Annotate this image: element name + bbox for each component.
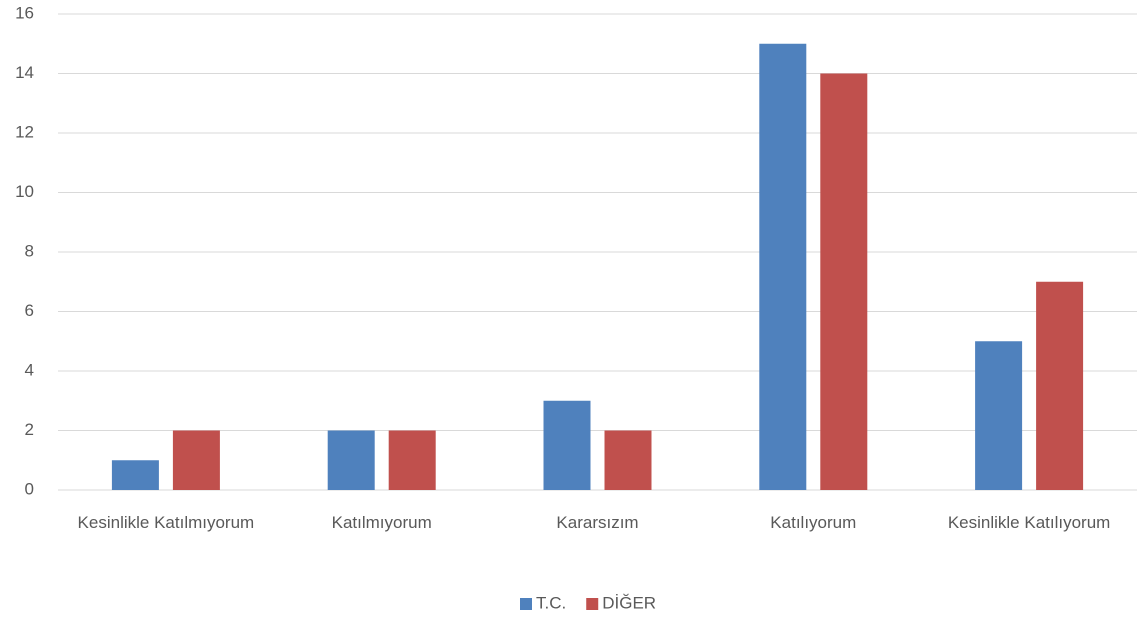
legend-swatch: [520, 598, 532, 610]
bar: [1036, 281, 1084, 490]
bar: [543, 400, 591, 490]
x-tick-label: Katılmıyorum: [331, 513, 432, 532]
bar: [327, 430, 375, 490]
bar: [388, 430, 436, 490]
y-tick-label: 16: [15, 3, 34, 22]
y-tick-label: 6: [25, 301, 34, 320]
legend-swatch: [586, 598, 599, 610]
y-tick-label: 2: [25, 420, 34, 439]
x-tick-label: Kesinlikle Katılıyorum: [947, 513, 1111, 532]
bar: [111, 460, 159, 490]
bar: [759, 43, 807, 490]
x-tick-label: Kararsızım: [556, 513, 639, 532]
y-tick-label: 12: [15, 122, 34, 141]
y-tick-label: 0: [25, 479, 34, 498]
y-tick-label: 4: [25, 360, 34, 379]
bar: [604, 430, 652, 490]
y-tick-label: 8: [25, 241, 34, 260]
x-tick-label: Katılıyorum: [770, 513, 857, 532]
legend-label: DİĞER: [602, 593, 656, 612]
x-tick-label: Kesinlikle Katılmıyorum: [77, 513, 255, 532]
bar: [820, 73, 868, 490]
legend-label: T.C.: [536, 593, 566, 612]
y-tick-label: 14: [15, 63, 34, 82]
bar: [975, 341, 1023, 490]
y-tick-label: 10: [15, 182, 34, 201]
bar: [172, 430, 220, 490]
